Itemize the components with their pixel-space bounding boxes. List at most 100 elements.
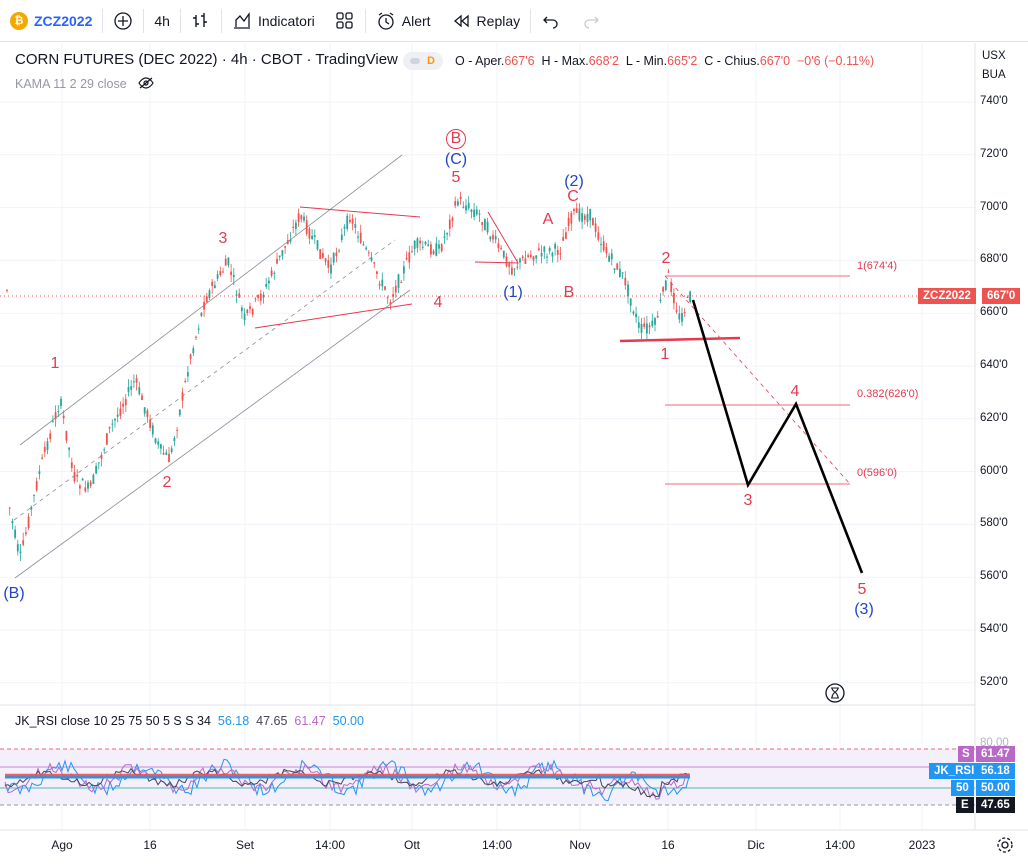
replay-button[interactable]: Replay: [441, 0, 531, 42]
candle-body: [108, 426, 111, 429]
wave-label-3: 3: [218, 230, 228, 247]
candle-body: [95, 465, 97, 474]
candle-body: [637, 322, 640, 328]
candle-body: [673, 292, 675, 304]
candle-body: [119, 408, 122, 416]
candle-body: [465, 205, 467, 211]
rewind-icon: [451, 11, 471, 31]
interval-button[interactable]: 4h: [144, 0, 180, 42]
candle-body: [408, 252, 411, 263]
candle-body: [478, 213, 481, 215]
candle-body: [659, 299, 662, 302]
wave-label-C-paren: (C): [444, 151, 468, 168]
unit-selector[interactable]: BUA: [982, 69, 1006, 81]
indicators-button[interactable]: Indicatori: [222, 0, 325, 42]
gear-icon[interactable]: [996, 836, 1014, 859]
wave-label-4: 4: [433, 294, 443, 311]
candle-body: [508, 263, 511, 267]
eye-hidden-icon[interactable]: [138, 77, 154, 92]
wave-label-C-small: C: [567, 188, 579, 205]
candle-body: [686, 296, 689, 298]
candle-body: [651, 320, 654, 326]
candle-body: [654, 318, 656, 325]
templates-button[interactable]: [325, 0, 365, 42]
last-price-tag: 667'0: [982, 288, 1021, 304]
wave-label-5-top: 5: [451, 169, 461, 186]
redo-button[interactable]: [571, 0, 611, 42]
price-tick-label: 520'0: [980, 675, 1008, 688]
fib-label-1: 1(674'4): [857, 260, 898, 272]
candle-body: [178, 409, 181, 416]
channel-upper-line: [19, 154, 403, 446]
rsi-legend[interactable]: JK_RSI close 10 25 75 50 5 S S 34 56.18 …: [15, 714, 364, 728]
candle-body: [362, 244, 365, 246]
candle-body: [462, 206, 465, 208]
candle-body: [435, 243, 438, 256]
candle-body: [454, 201, 457, 206]
alert-button[interactable]: Alert: [366, 0, 441, 42]
candle-body: [68, 447, 70, 450]
candle-body: [438, 244, 440, 249]
candle-body: [57, 410, 60, 412]
candle-body: [189, 354, 192, 359]
candle-body: [424, 241, 427, 245]
candle-body: [643, 323, 646, 327]
wave-label-2-left: 2: [162, 474, 172, 491]
time-tick-label: 14:00: [481, 838, 513, 852]
open-value: 667'6: [504, 54, 535, 68]
candle-body: [227, 257, 230, 266]
time-tick-label: 16: [661, 838, 675, 852]
rsi-value-3: 61.47: [294, 714, 326, 728]
candle-body: [52, 421, 54, 423]
fib-label-0: 0(596'0): [857, 467, 898, 479]
candle-body: [246, 309, 249, 313]
candle-body: [635, 313, 637, 318]
hourglass-icon[interactable]: [825, 683, 845, 708]
candle-body: [289, 239, 292, 242]
candle-body: [322, 253, 324, 258]
candle-body: [583, 215, 586, 220]
candle-body: [632, 311, 635, 314]
rsi-e-value: 47.65: [976, 797, 1015, 813]
candle-body: [394, 285, 397, 293]
candle-body: [73, 472, 76, 482]
close-value: 667'0: [759, 54, 791, 68]
candle-body: [241, 307, 243, 312]
high-label: H - Max.: [541, 54, 589, 68]
candle-body: [597, 232, 600, 240]
candle-body: [670, 282, 673, 292]
candle-body: [235, 294, 238, 296]
kama-indicator-legend[interactable]: KAMA 11 2 29 close: [15, 77, 154, 92]
candle-body: [197, 328, 200, 330]
symbol-name: ZCZ2022: [34, 12, 93, 29]
wave-label-1-right: 1: [660, 346, 670, 363]
candle-body: [492, 234, 494, 240]
price-tick-label: 540'0: [980, 623, 1008, 635]
candle-body: [143, 407, 146, 414]
candle-body: [181, 392, 184, 401]
candle-body: [354, 224, 357, 228]
data-status-badge[interactable]: D: [403, 52, 443, 70]
candle-body: [405, 257, 408, 260]
candle-body: [346, 215, 349, 229]
candle-body: [662, 287, 664, 292]
candle-body: [79, 485, 81, 489]
wave-projection-path[interactable]: [691, 299, 864, 574]
candle-body: [470, 209, 473, 212]
candle-body: [106, 433, 108, 445]
time-tick-label: Dic: [747, 838, 765, 852]
candle-body: [16, 544, 19, 552]
wave-label-1-left: 1: [50, 355, 60, 372]
fib-trend-line[interactable]: [664, 275, 851, 485]
symbol-selector[interactable]: ₿ ZCZ2022: [0, 0, 102, 42]
undo-button[interactable]: [531, 0, 571, 42]
compare-button[interactable]: [103, 0, 143, 42]
candle-body: [313, 235, 316, 238]
candle-body: [573, 208, 575, 212]
currency-selector[interactable]: USX: [982, 50, 1006, 62]
candle-body: [565, 232, 567, 239]
candle-body: [295, 222, 297, 229]
chart-type-button[interactable]: [181, 0, 221, 42]
support-line[interactable]: [619, 336, 741, 343]
